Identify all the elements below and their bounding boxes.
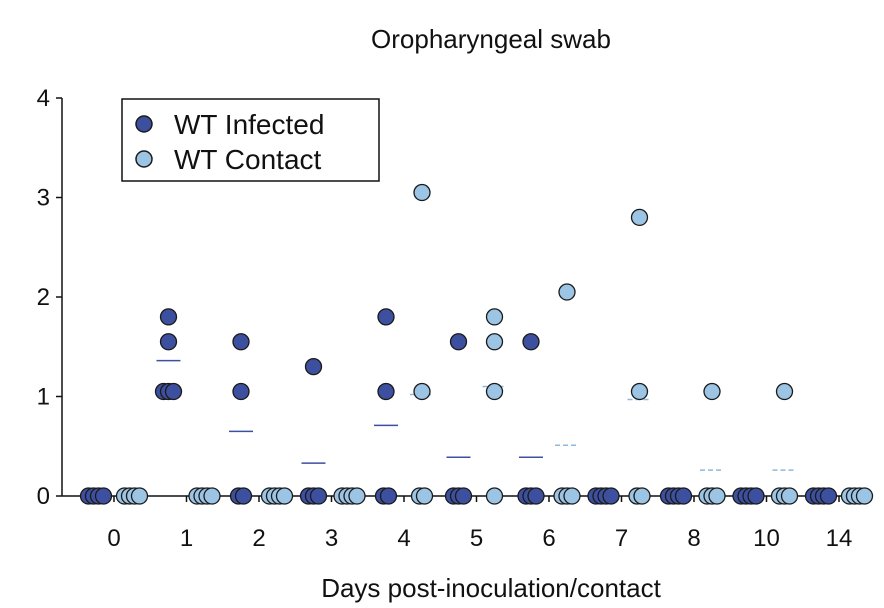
infected-point [377,382,395,401]
infected-point [377,308,395,326]
infected-point [819,487,838,505]
x-tick-label: 0 [107,525,120,552]
infected-point [159,333,178,351]
contact-point [485,308,504,326]
contact-point [703,382,721,401]
y-tick-label: 4 [37,85,50,112]
contact-point [348,487,366,505]
infected-point [159,308,178,326]
data-points [79,183,874,505]
y-tick-label: 3 [37,185,50,212]
contact-point [633,487,651,505]
x-tick-label: 5 [470,525,483,552]
infected-point [309,487,328,505]
contact-point [413,183,431,202]
infected-point [527,487,545,505]
infected-point [747,487,765,505]
infected-point [674,487,693,505]
infected-point [164,382,183,401]
infected-point [232,382,250,401]
contact-point [413,382,431,401]
contact-point [275,487,294,505]
y-tick-label: 2 [37,284,50,311]
y-tick-label: 1 [37,384,50,411]
contact-point [563,487,581,505]
chart-title: Oropharyngeal swab [371,24,611,54]
infected-point [602,487,620,505]
x-tick-label: 3 [325,525,338,552]
mean-lines [156,359,797,471]
legend-box [121,98,380,182]
contact-point [485,333,504,351]
contact-point [630,382,649,401]
infected-point [234,487,253,505]
x-tick-label: 14 [826,525,853,552]
contact-point [558,283,576,301]
contact-point [855,487,874,505]
legend-label-infected: WT Infected [174,109,324,140]
infected-point [232,333,250,351]
contact-point [130,487,149,505]
contact-point [630,208,649,227]
x-tick-label: 1 [180,525,193,552]
x-tick-label: 7 [615,525,628,552]
x-tick-label: 10 [753,525,780,552]
x-axis-label: Days post-inoculation/contact [321,573,661,603]
contact-point [775,382,794,401]
infected-point [522,333,540,351]
x-tick-label: 2 [252,525,265,552]
legend-label-contact: WT Contact [174,144,322,175]
infected-point [449,333,468,351]
contact-point [485,487,504,505]
legend-marker-contact [135,150,153,168]
contact-point [415,487,434,505]
contact-point [708,487,726,505]
infected-point [304,357,323,376]
contact-point [485,382,504,401]
contact-point [203,487,221,505]
legend-marker-infected [135,115,153,133]
infected-point [379,487,398,505]
infected-point [94,487,113,505]
contact-point [780,487,799,505]
legend: WT Infected WT Contact [121,98,380,182]
x-tick-label: 8 [687,525,700,552]
infected-point [454,487,473,505]
x-tick-label: 6 [542,525,555,552]
y-tick-label: 0 [37,483,50,510]
x-tick-label: 4 [397,525,410,552]
